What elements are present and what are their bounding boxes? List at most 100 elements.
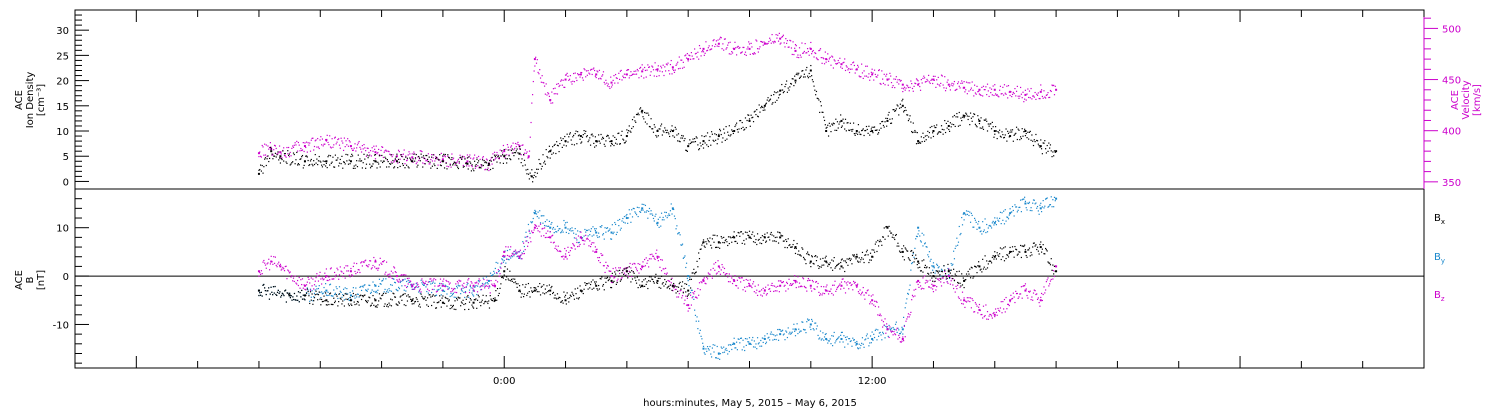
- density-series-dot: [376, 167, 378, 169]
- density-series-point: [993, 130, 996, 133]
- by-series-dot: [414, 287, 416, 289]
- density-series-dot: [915, 131, 917, 133]
- bz-series-dot: [788, 278, 790, 280]
- velocity-series-dot: [317, 146, 320, 148]
- density-series-dot: [388, 166, 390, 168]
- velocity-series-dot: [636, 68, 638, 71]
- velocity-series-dot: [455, 161, 457, 163]
- by-series-dot: [701, 338, 703, 340]
- by-series-dot: [311, 290, 313, 292]
- velocity-series-dot: [329, 146, 332, 148]
- velocity-series-dot: [503, 150, 505, 152]
- bz-series-dot: [872, 294, 874, 296]
- by-series-dot: [1048, 205, 1050, 208]
- bx-series-dot: [533, 286, 535, 289]
- density-series-dot: [1003, 137, 1005, 139]
- velocity-series-dot: [808, 54, 810, 56]
- by-series-dot: [994, 220, 997, 223]
- density-series-dot: [411, 160, 413, 162]
- density-series-dot: [863, 134, 865, 137]
- by-series-dot: [636, 206, 638, 208]
- velocity-series-dot: [1014, 87, 1016, 90]
- bz-series-dot: [888, 336, 890, 339]
- bx-series-dot: [604, 277, 606, 279]
- by-series-dot: [583, 235, 585, 237]
- velocity-series-dot: [291, 147, 293, 149]
- density-series-point: [1024, 130, 1027, 133]
- density-series-dot: [979, 127, 981, 129]
- by-series-dot: [432, 281, 434, 283]
- bx-series-point: [518, 289, 521, 292]
- velocity-series-dot: [957, 82, 959, 85]
- density-series-dot: [1001, 131, 1003, 133]
- velocity-series-dot: [559, 84, 561, 86]
- velocity-series-dot: [301, 149, 303, 152]
- bx-series-dot: [346, 293, 348, 295]
- bx-series-dot: [488, 307, 491, 309]
- bz-series-dot: [903, 340, 905, 342]
- by-series-dot: [698, 332, 701, 334]
- bx-series-dot: [276, 291, 279, 293]
- density-series-dot: [833, 123, 835, 125]
- bz-series-dot: [722, 266, 724, 268]
- density-series-dot: [459, 157, 461, 159]
- bx-series-dot: [735, 240, 737, 243]
- bx-series-dot: [534, 287, 536, 289]
- velocity-series-dot: [904, 89, 906, 91]
- bx-series-dot: [333, 297, 335, 299]
- bz-series-dot: [1015, 290, 1017, 292]
- velocity-series-dot: [632, 73, 634, 75]
- bz-series-dot: [454, 291, 456, 293]
- by-series-dot: [936, 263, 938, 265]
- velocity-series-point: [579, 73, 582, 76]
- density-series-dot: [259, 168, 261, 171]
- velocity-series-dot: [435, 156, 437, 158]
- bz-series-dot: [741, 277, 743, 279]
- by-series-dot: [1030, 207, 1032, 209]
- bx-series-dot: [568, 301, 570, 303]
- bx-series-dot: [716, 235, 718, 237]
- by-series-dot: [824, 333, 826, 336]
- velocity-series-dot: [523, 154, 525, 156]
- bx-series-dot: [517, 283, 519, 285]
- density-series-dot: [386, 159, 388, 161]
- density-series-dot: [865, 125, 868, 128]
- by-series-dot: [435, 294, 438, 296]
- bz-series-dot: [984, 314, 986, 317]
- density-series-dot: [694, 140, 697, 143]
- bz-series-dot: [518, 257, 521, 260]
- density-tick-label: 10: [56, 127, 69, 138]
- by-series-dot: [882, 331, 884, 333]
- bx-series-dot: [464, 303, 467, 305]
- density-series-dot: [364, 158, 366, 160]
- bz-series-dot: [370, 268, 372, 270]
- density-series-dot: [628, 125, 630, 127]
- by-series-dot: [789, 331, 791, 333]
- density-series-dot: [878, 129, 880, 131]
- density-series-dot: [944, 119, 946, 122]
- bottom-panel-frame: [74, 188, 1425, 369]
- by-series-dot: [930, 258, 932, 260]
- bx-series-dot: [438, 301, 440, 303]
- density-series-dot: [758, 104, 760, 106]
- density-series-dot: [272, 158, 274, 160]
- velocity-series-dot: [418, 159, 420, 162]
- density-series-dot: [552, 152, 555, 154]
- bx-series-point: [411, 299, 414, 302]
- bx-series-dot: [619, 269, 621, 272]
- density-series-dot: [1013, 134, 1015, 136]
- bz-series-dot: [811, 279, 814, 282]
- velocity-series-dot: [353, 147, 355, 149]
- by-series-dot: [611, 224, 613, 226]
- density-series-dot: [753, 111, 755, 113]
- velocity-series-dot: [777, 40, 780, 42]
- by-series-dot: [900, 331, 902, 333]
- by-series-dot: [539, 222, 542, 224]
- bx-series-dot: [771, 234, 773, 236]
- density-series-dot: [1036, 140, 1039, 142]
- density-series-dot: [594, 136, 596, 138]
- velocity-series-dot: [489, 159, 492, 161]
- velocity-series-dot: [658, 75, 660, 77]
- bz-series-dot: [933, 281, 935, 283]
